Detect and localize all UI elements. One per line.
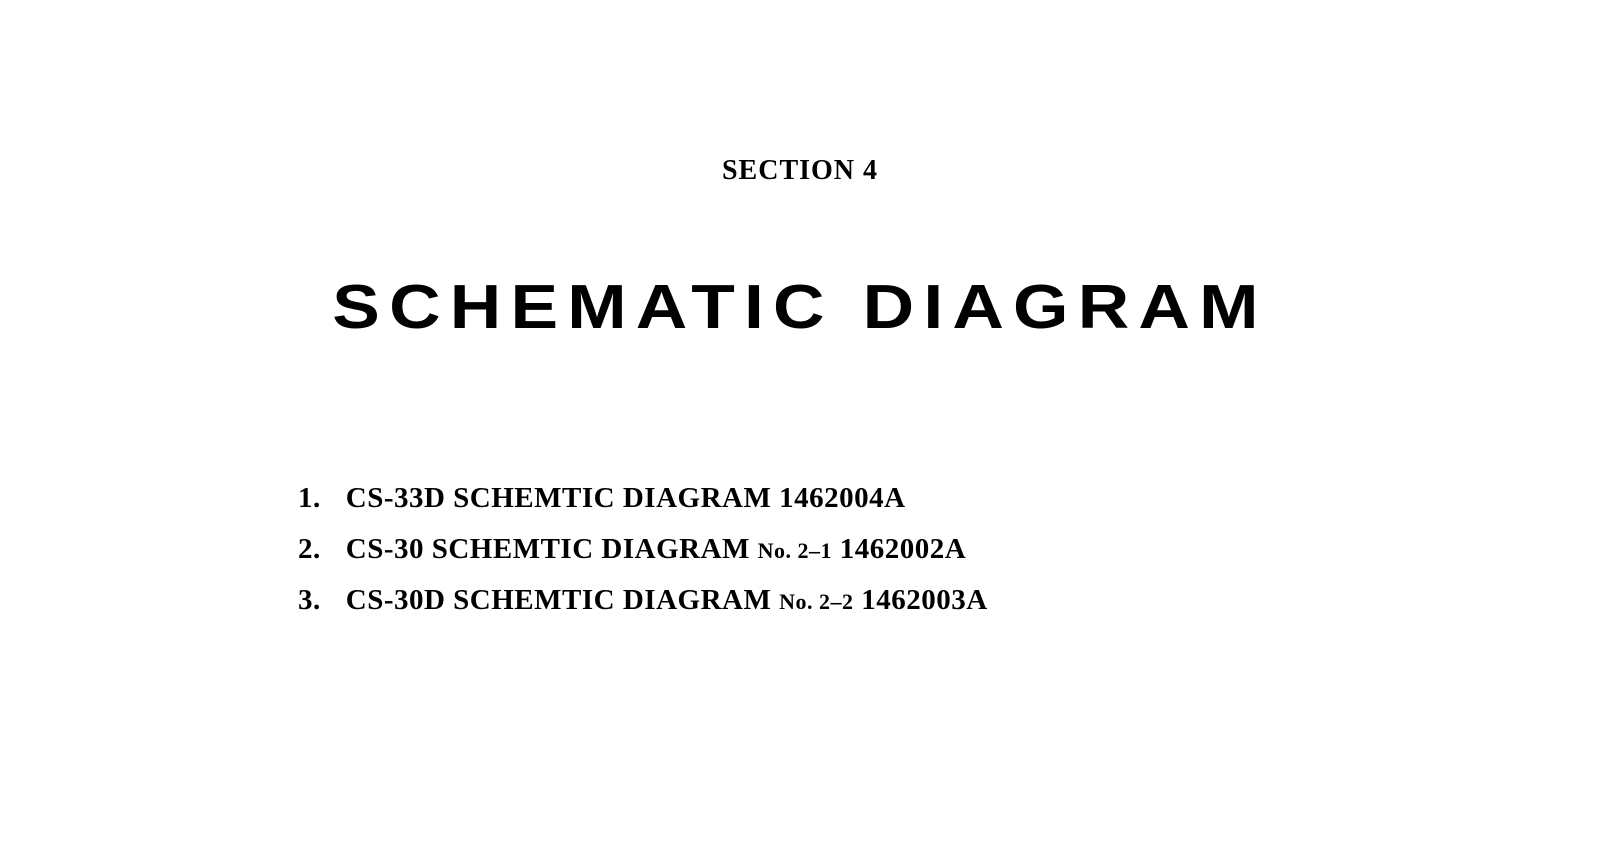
list-item: 2. CS-30 SCHEMTIC DIAGRAM No. 2–1 146200… xyxy=(298,524,1600,575)
list-item: 1. CS-33D SCHEMTIC DIAGRAM 1462004A xyxy=(298,473,1600,524)
list-container: 1. CS-33D SCHEMTIC DIAGRAM 1462004A 2. C… xyxy=(298,473,1600,625)
list-text-prefix: CS-30 SCHEMTIC DIAGRAM xyxy=(346,533,758,565)
main-title: SCHEMATIC DIAGRAM xyxy=(0,272,1600,343)
list-item: 3. CS-30D SCHEMTIC DIAGRAM No. 2–2 14620… xyxy=(298,575,1600,626)
list-text-prefix: CS-30D SCHEMTIC DIAGRAM xyxy=(346,584,779,616)
list-small-text: No. 2–2 xyxy=(779,589,853,614)
list-text-prefix: CS-33D SCHEMTIC DIAGRAM 1462004A xyxy=(346,482,906,514)
list-text-suffix: 1462003A xyxy=(861,584,987,616)
page-container: SECTION 4 SCHEMATIC DIAGRAM 1. CS-33D SC… xyxy=(0,0,1600,852)
list-number: 1. xyxy=(298,473,338,524)
list-number: 3. xyxy=(298,575,338,626)
section-label: SECTION 4 xyxy=(0,155,1600,187)
list-number: 2. xyxy=(298,524,338,575)
list-small-text: No. 2–1 xyxy=(758,538,832,563)
list-text-suffix: 1462002A xyxy=(840,533,966,565)
